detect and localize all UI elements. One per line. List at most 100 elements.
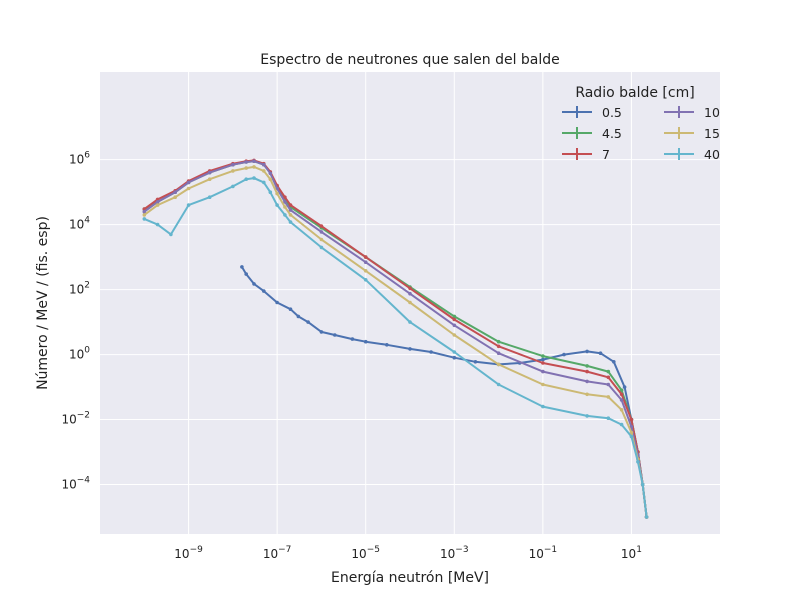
data-point [275, 203, 279, 207]
legend-label: 0.5 [602, 105, 622, 120]
data-point [231, 169, 235, 173]
legend-label: 15 [704, 126, 720, 141]
data-point [306, 320, 310, 324]
data-point [619, 398, 624, 402]
data-point [262, 289, 266, 293]
data-point [606, 382, 611, 387]
data-point [268, 177, 273, 181]
data-point [629, 430, 634, 435]
data-point [207, 170, 212, 175]
series-line-40 [143, 177, 648, 518]
data-point [231, 184, 235, 189]
data-point [252, 165, 256, 169]
y-tick-label: 104 [69, 216, 90, 232]
data-point [288, 220, 293, 224]
data-point [598, 351, 603, 356]
data-point [252, 176, 256, 180]
data-point [629, 434, 634, 439]
data-point [363, 260, 368, 265]
chart-title: Espectro de neutrones que salen del bald… [260, 52, 560, 68]
data-point [288, 307, 293, 312]
data-point [244, 177, 248, 181]
x-tick-label: 10−5 [351, 545, 380, 561]
data-point [496, 362, 501, 367]
data-point [452, 355, 457, 360]
data-point [155, 222, 160, 227]
x-tick-label: 10−7 [263, 545, 292, 561]
y-axis-label: Número / MeV / (fis. esp) [35, 216, 51, 390]
data-point [585, 392, 589, 397]
data-point [231, 162, 235, 167]
data-point [541, 382, 545, 387]
data-point [408, 300, 412, 305]
data-point [452, 333, 457, 337]
data-point [640, 482, 645, 487]
x-tick-label: 10−3 [440, 545, 469, 561]
x-tick-label: 10−9 [174, 545, 203, 561]
data-point [240, 265, 244, 269]
x-axis-label: Energía neutrón [MeV] [331, 570, 489, 586]
data-point [452, 323, 457, 328]
data-point [262, 180, 266, 185]
data-point [636, 460, 640, 464]
legend-label: 4.5 [602, 126, 622, 141]
legend-title: Radio balde [cm] [575, 85, 694, 101]
data-point [429, 350, 433, 354]
data-point [268, 171, 273, 176]
legend-label: 7 [602, 147, 610, 162]
data-point [496, 344, 501, 349]
data-point [173, 195, 177, 199]
data-point [612, 360, 616, 364]
y-tick-label: 10−2 [61, 411, 90, 427]
data-point [606, 395, 611, 399]
x-tick-label: 101 [621, 545, 642, 561]
data-point [244, 166, 248, 170]
data-point [619, 408, 624, 412]
data-point [283, 213, 287, 217]
data-point [319, 245, 324, 250]
data-point [363, 255, 368, 259]
data-point [244, 160, 248, 164]
data-point [408, 286, 412, 291]
legend-label: 10 [704, 105, 720, 120]
data-point [452, 317, 457, 322]
data-point [408, 320, 412, 324]
data-point [408, 347, 412, 351]
series-line-10 [143, 160, 648, 518]
data-point [169, 232, 173, 237]
data-point [496, 382, 501, 387]
data-point [452, 314, 457, 319]
y-tick-label: 10−4 [61, 476, 90, 492]
data-point [142, 217, 147, 221]
data-point [363, 339, 368, 344]
data-point [186, 203, 191, 207]
legend: Radio balde [cm] 0.5 4.5 7 10 15 40 [562, 85, 720, 162]
data-point [363, 278, 368, 282]
data-point [252, 159, 256, 163]
data-point [155, 200, 160, 204]
data-point [186, 180, 191, 185]
data-point [606, 375, 611, 380]
data-point [541, 369, 545, 374]
data-point [173, 190, 177, 194]
data-point [333, 333, 337, 337]
y-tick-label: 100 [69, 346, 90, 362]
data-point [473, 360, 478, 364]
data-point [408, 291, 412, 296]
data-point [585, 369, 589, 374]
data-point [622, 385, 627, 389]
data-point [288, 203, 293, 207]
data-point [619, 392, 624, 397]
data-point [541, 357, 545, 362]
data-point [619, 388, 624, 393]
series-line-7 [143, 159, 648, 518]
data-point [155, 203, 160, 207]
data-point [644, 515, 649, 519]
data-point [562, 352, 566, 357]
data-point [296, 314, 301, 319]
data-point [186, 186, 191, 191]
data-point [275, 300, 279, 305]
x-tick-labels: 10−9 10−7 10−5 10−3 10−1 101 [174, 545, 642, 561]
data-point [585, 364, 589, 368]
